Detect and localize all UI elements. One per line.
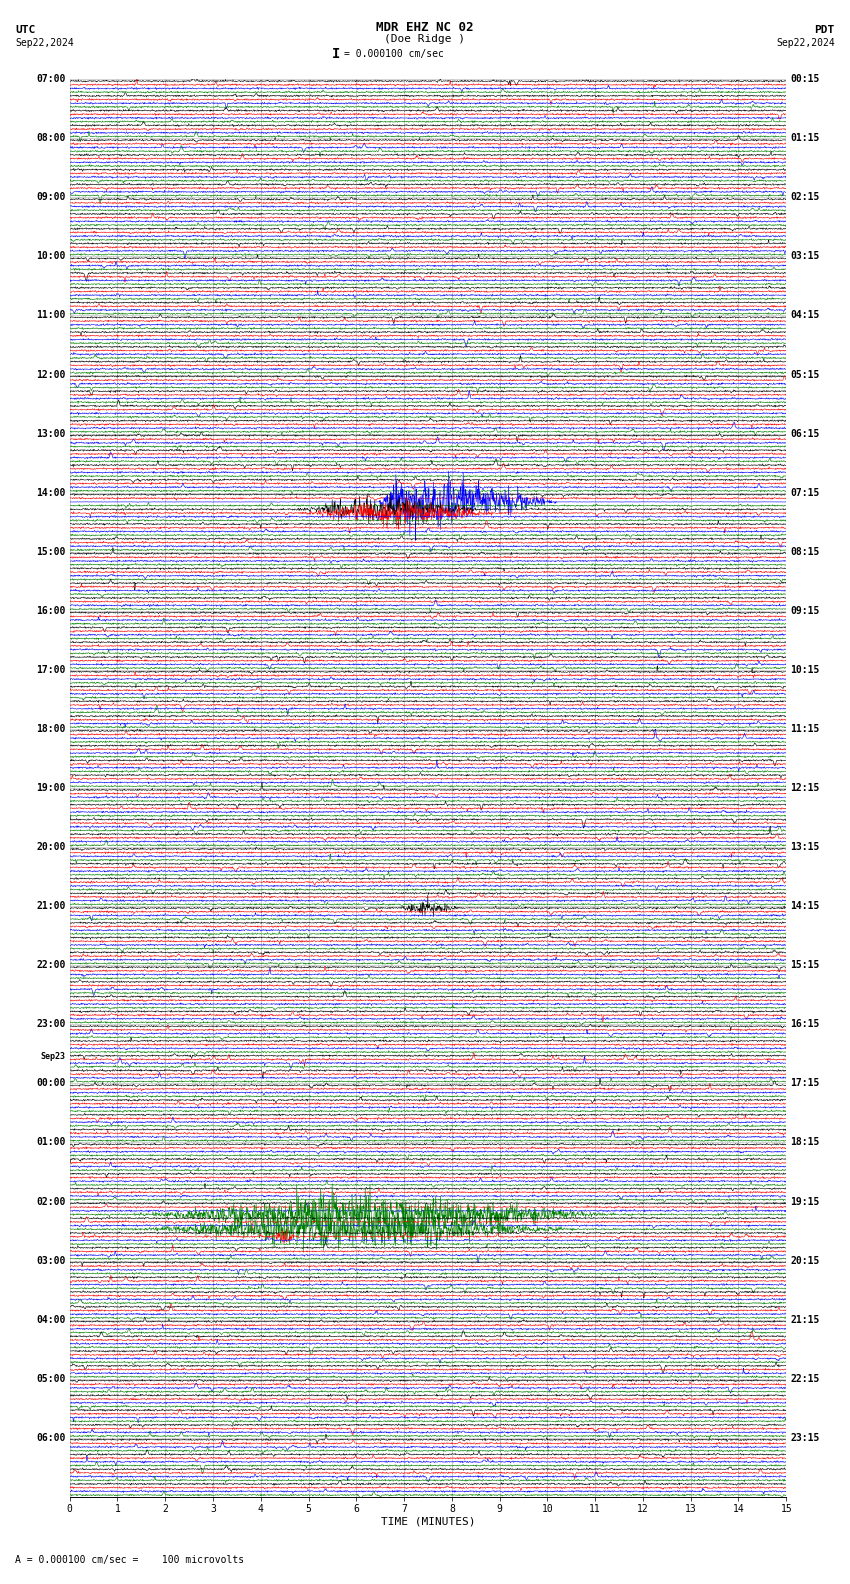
Text: 21:00: 21:00 — [36, 901, 65, 911]
Text: 20:00: 20:00 — [36, 843, 65, 852]
Text: 04:00: 04:00 — [36, 1315, 65, 1324]
Text: 19:15: 19:15 — [790, 1196, 820, 1207]
Text: A = 0.000100 cm/sec =    100 microvolts: A = 0.000100 cm/sec = 100 microvolts — [15, 1555, 245, 1565]
Text: 08:00: 08:00 — [36, 133, 65, 143]
Text: 11:00: 11:00 — [36, 310, 65, 320]
Text: 18:00: 18:00 — [36, 724, 65, 733]
Text: 03:00: 03:00 — [36, 1256, 65, 1266]
Text: 02:00: 02:00 — [36, 1196, 65, 1207]
Text: = 0.000100 cm/sec: = 0.000100 cm/sec — [344, 49, 444, 59]
Text: (Doe Ridge ): (Doe Ridge ) — [384, 35, 466, 44]
Text: 23:00: 23:00 — [36, 1020, 65, 1030]
Text: 07:15: 07:15 — [790, 488, 820, 497]
Text: 07:00: 07:00 — [36, 74, 65, 84]
Text: 01:00: 01:00 — [36, 1137, 65, 1147]
Text: 03:15: 03:15 — [790, 252, 820, 261]
Text: 05:00: 05:00 — [36, 1373, 65, 1384]
Text: 18:15: 18:15 — [790, 1137, 820, 1147]
Text: 13:15: 13:15 — [790, 843, 820, 852]
Text: 14:00: 14:00 — [36, 488, 65, 497]
Text: Sep23: Sep23 — [41, 1052, 65, 1061]
Text: 16:15: 16:15 — [790, 1020, 820, 1030]
Text: PDT: PDT — [814, 25, 835, 35]
Text: Sep22,2024: Sep22,2024 — [15, 38, 74, 48]
Text: 22:15: 22:15 — [790, 1373, 820, 1384]
Text: 14:15: 14:15 — [790, 901, 820, 911]
Text: 00:00: 00:00 — [36, 1079, 65, 1088]
Text: 13:00: 13:00 — [36, 429, 65, 439]
Text: 06:00: 06:00 — [36, 1434, 65, 1443]
X-axis label: TIME (MINUTES): TIME (MINUTES) — [381, 1516, 475, 1527]
Text: 05:15: 05:15 — [790, 369, 820, 380]
Text: 04:15: 04:15 — [790, 310, 820, 320]
Text: 12:15: 12:15 — [790, 782, 820, 794]
Text: 19:00: 19:00 — [36, 782, 65, 794]
Text: 23:15: 23:15 — [790, 1434, 820, 1443]
Text: 15:00: 15:00 — [36, 546, 65, 556]
Text: 10:00: 10:00 — [36, 252, 65, 261]
Text: I: I — [332, 48, 340, 60]
Text: 08:15: 08:15 — [790, 546, 820, 556]
Text: 17:15: 17:15 — [790, 1079, 820, 1088]
Text: 20:15: 20:15 — [790, 1256, 820, 1266]
Text: 09:00: 09:00 — [36, 192, 65, 203]
Text: 22:00: 22:00 — [36, 960, 65, 971]
Text: 16:00: 16:00 — [36, 605, 65, 616]
Text: 02:15: 02:15 — [790, 192, 820, 203]
Text: MDR EHZ NC 02: MDR EHZ NC 02 — [377, 21, 473, 33]
Text: UTC: UTC — [15, 25, 36, 35]
Text: Sep22,2024: Sep22,2024 — [776, 38, 835, 48]
Text: 15:15: 15:15 — [790, 960, 820, 971]
Text: 10:15: 10:15 — [790, 665, 820, 675]
Text: 12:00: 12:00 — [36, 369, 65, 380]
Text: 00:15: 00:15 — [790, 74, 820, 84]
Text: 01:15: 01:15 — [790, 133, 820, 143]
Text: 21:15: 21:15 — [790, 1315, 820, 1324]
Text: 17:00: 17:00 — [36, 665, 65, 675]
Text: 06:15: 06:15 — [790, 429, 820, 439]
Text: 09:15: 09:15 — [790, 605, 820, 616]
Text: 11:15: 11:15 — [790, 724, 820, 733]
